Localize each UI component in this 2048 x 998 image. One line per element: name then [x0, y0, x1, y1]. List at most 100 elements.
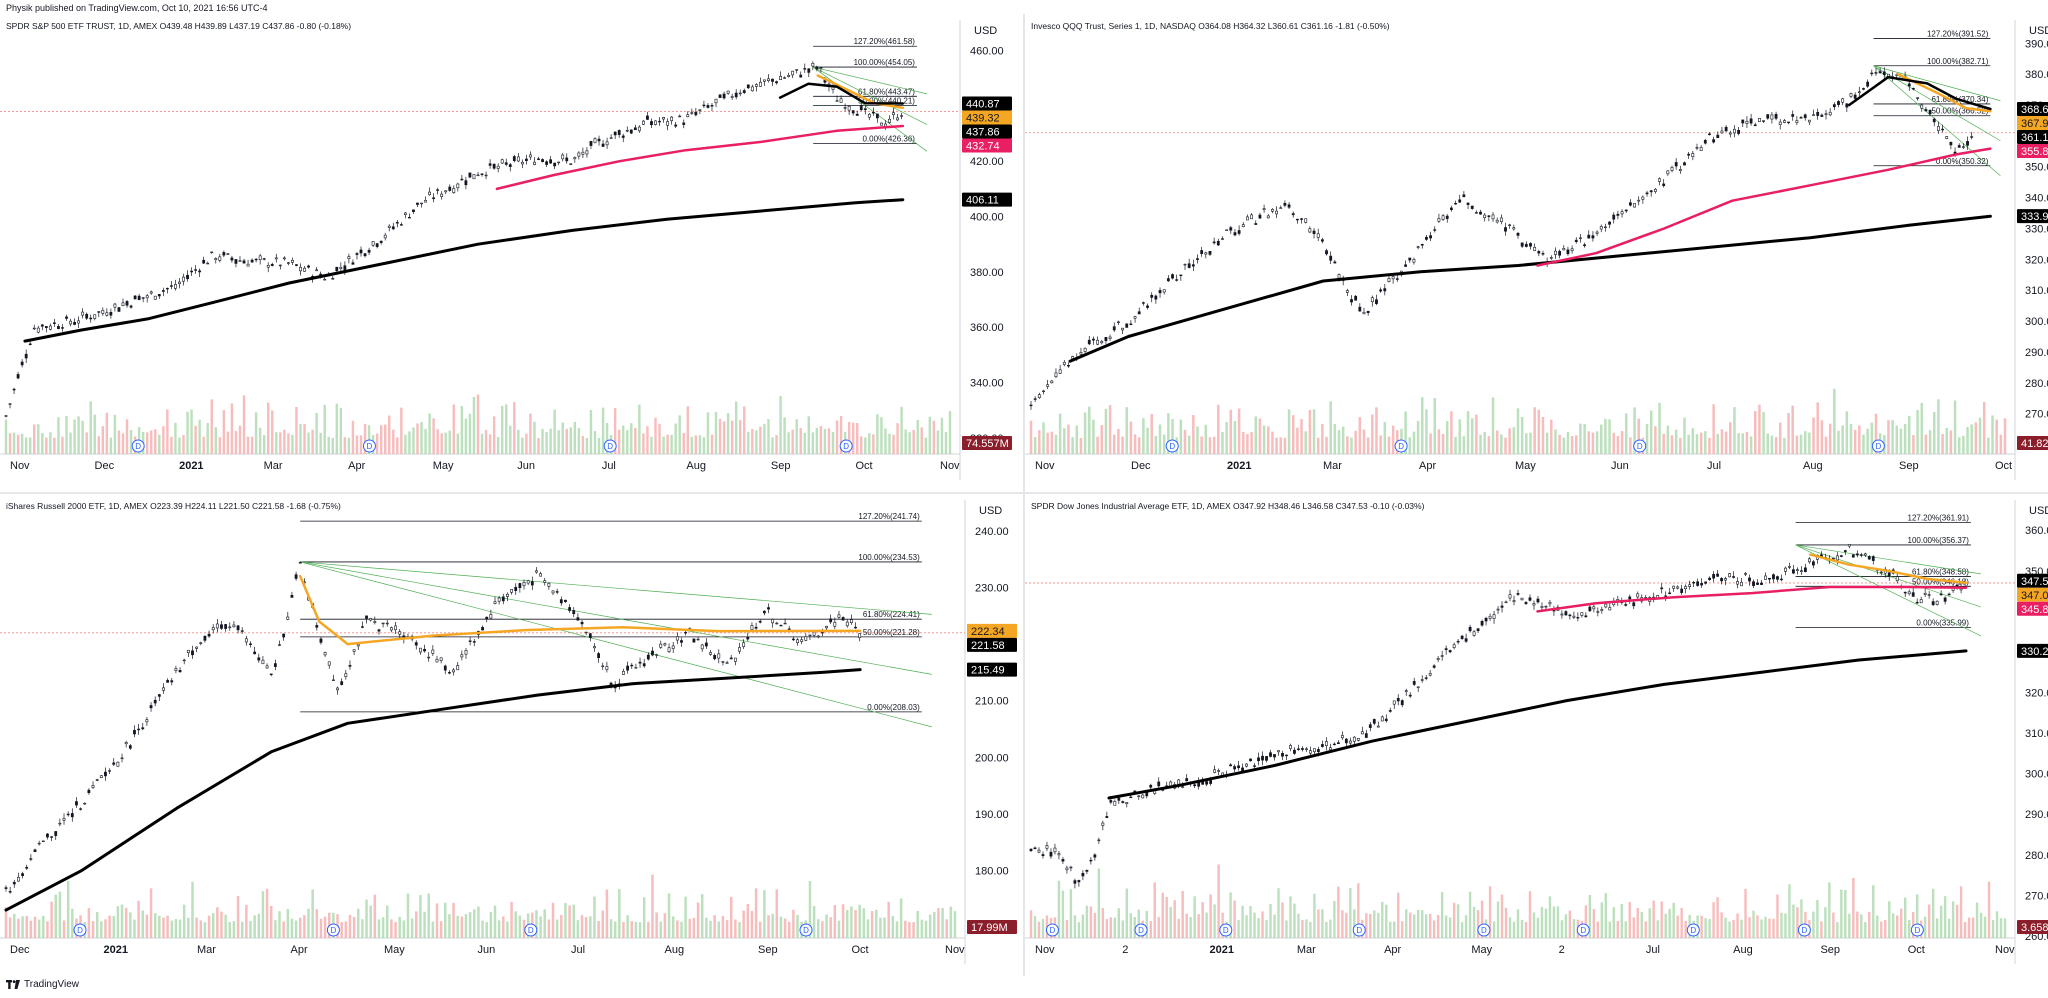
candle-body — [630, 664, 634, 667]
candle-body — [28, 343, 32, 345]
chart-panel-iwm[interactable]: USD240.00230.00220.00210.00200.00190.001… — [0, 494, 1023, 976]
volume-bar — [1337, 430, 1341, 454]
volume-bar — [170, 436, 173, 454]
candle-body — [1366, 310, 1370, 314]
volume-bar — [1780, 912, 1783, 938]
volume-bar — [1923, 916, 1927, 938]
volume-bar — [1177, 918, 1180, 938]
volume-bar — [1137, 909, 1140, 938]
dividend-marker-label: D — [1637, 442, 1643, 451]
vertical-divider[interactable] — [1023, 14, 1025, 976]
volume-bar — [510, 901, 513, 938]
volume-bar — [642, 433, 645, 454]
candle-body — [1129, 323, 1133, 325]
volume-bar — [473, 909, 476, 938]
volume-bar — [581, 436, 585, 454]
candle-body — [750, 86, 754, 92]
volume-bar — [153, 913, 157, 938]
dividend-marker-icon: D — [326, 923, 340, 937]
volume-bar — [1253, 912, 1256, 938]
chart-panel-dia[interactable]: USD360.00350.00340.00330.00320.00310.003… — [1025, 494, 2048, 976]
volume-bar — [1758, 404, 1761, 454]
volume-bar — [706, 412, 710, 454]
dividend-marker-circle — [1576, 923, 1590, 937]
volume-bar — [120, 904, 124, 938]
candle-body — [1492, 614, 1496, 619]
candle-body — [1285, 754, 1288, 757]
volume-bar — [1189, 917, 1192, 938]
volume-bar — [1564, 914, 1568, 938]
candle-body — [141, 297, 145, 299]
volume-bar — [833, 905, 837, 938]
candle-body — [1788, 566, 1791, 568]
volume-bar — [1583, 423, 1586, 454]
candle-body — [228, 626, 232, 629]
x-tick-label: May — [1471, 944, 1492, 956]
candle-body — [1293, 749, 1296, 754]
volume-bar — [1712, 404, 1715, 454]
volume-bar — [440, 433, 443, 454]
volume-bar — [585, 437, 589, 454]
dividend-marker-label: D — [1138, 926, 1144, 935]
candle-body — [849, 619, 853, 623]
volume-bar — [1995, 419, 1998, 454]
volume-bar — [262, 435, 266, 454]
volume-bar — [1748, 917, 1751, 938]
candle-body — [1716, 573, 1719, 577]
candle-body — [1508, 224, 1512, 226]
volume-bar — [33, 916, 37, 938]
volume-bar — [593, 896, 596, 938]
volume-bar — [1662, 433, 1665, 454]
candle-body — [1592, 606, 1596, 610]
x-tick-label: Oct — [855, 460, 872, 472]
volume-bar — [860, 436, 863, 454]
candle-body — [476, 174, 480, 177]
candle-body — [1400, 700, 1404, 706]
volume-bar — [286, 908, 290, 938]
volume-bar — [369, 905, 372, 938]
volume-bar — [1754, 411, 1757, 454]
candle-body — [1261, 755, 1264, 761]
candle-body — [1350, 299, 1353, 303]
volume-bar — [808, 881, 812, 938]
chart-panel-spy[interactable]: USD460.00440.00420.00400.00380.00360.003… — [0, 14, 1023, 492]
x-tick-label: Nov — [1035, 944, 1055, 956]
candle-body — [597, 653, 601, 659]
volume-bar — [759, 426, 762, 454]
volume-bar — [174, 918, 178, 938]
volume-bar — [1858, 425, 1861, 454]
candle-body — [360, 626, 364, 628]
price-axis-area — [960, 14, 1023, 492]
candle-body — [1089, 859, 1093, 862]
fib-fan-line — [300, 561, 932, 728]
volume-bar — [162, 917, 165, 938]
volume-bar — [666, 434, 669, 454]
x-tick-label: Oct — [1908, 944, 1925, 956]
candle-body — [1580, 612, 1584, 616]
candle-body — [1308, 228, 1312, 233]
candle-body — [762, 610, 766, 614]
candle-body — [738, 647, 741, 652]
dividend-marker-circle — [1165, 439, 1179, 453]
candle-body — [791, 638, 795, 641]
candle-body — [1887, 73, 1890, 77]
volume-bar — [1728, 921, 1731, 938]
volume-bar — [124, 907, 128, 938]
volume-bar — [190, 409, 193, 454]
chart-panel-qqq[interactable]: USD390.00380.00370.00360.00350.00340.003… — [1025, 14, 2048, 492]
candle-body — [1441, 215, 1445, 220]
candle-body — [601, 665, 605, 668]
candle-body — [816, 635, 820, 638]
volume-bar — [254, 412, 258, 454]
candle-body — [1333, 261, 1337, 264]
volume-bar — [1832, 912, 1835, 938]
candle-body — [93, 314, 97, 319]
x-tick-label: Sep — [1820, 944, 1840, 956]
candle-body — [714, 98, 718, 104]
candle-body — [246, 263, 250, 267]
candle-body — [1624, 209, 1628, 212]
volume-bar — [1233, 900, 1236, 938]
volume-bar — [1475, 414, 1478, 454]
candle-body — [576, 617, 580, 621]
dividend-marker-icon: D — [1910, 923, 1924, 937]
